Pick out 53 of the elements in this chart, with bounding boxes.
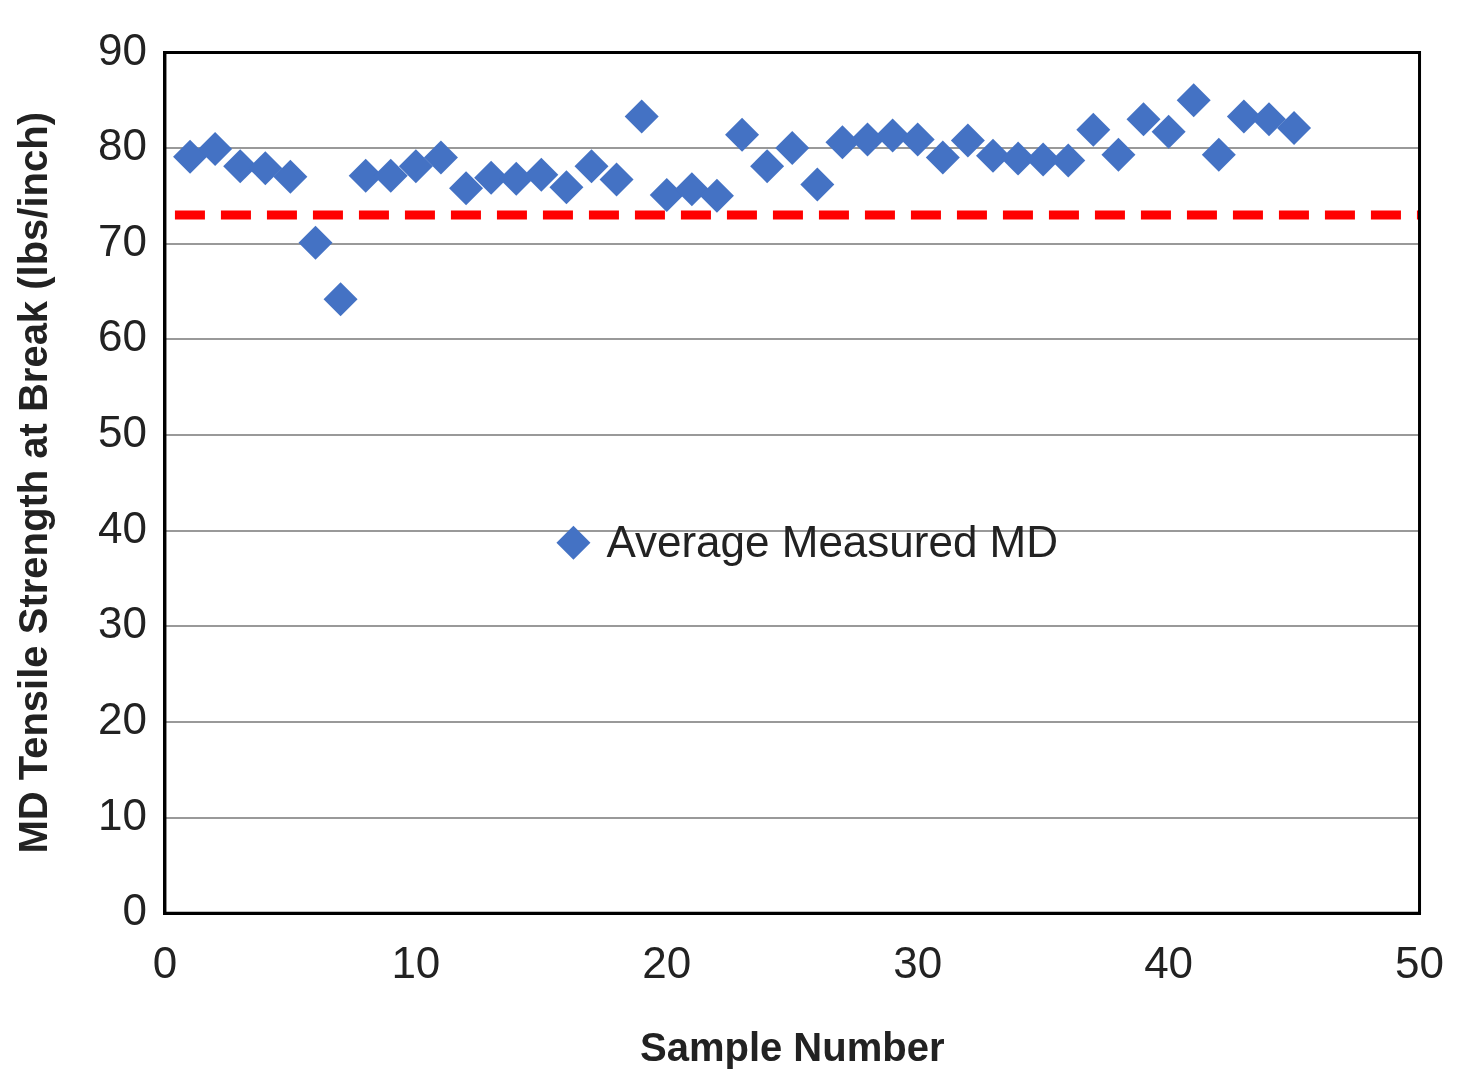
point <box>699 178 734 213</box>
x-tick-label: 10 <box>391 937 441 987</box>
point <box>750 149 785 184</box>
y-tick-label: 20 <box>97 694 147 744</box>
point <box>725 117 760 152</box>
x-tick-label: 50 <box>1395 937 1445 987</box>
point <box>1201 137 1236 172</box>
y-tick-label: 10 <box>97 789 147 839</box>
point <box>549 170 584 205</box>
y-tick-label: 60 <box>97 311 147 361</box>
point <box>173 139 208 174</box>
point <box>574 149 609 184</box>
point <box>298 225 333 260</box>
point <box>950 123 985 158</box>
point <box>198 132 233 166</box>
x-tick-label: 40 <box>1144 937 1194 987</box>
point <box>1101 137 1136 172</box>
point <box>800 167 835 202</box>
point <box>624 99 659 134</box>
x-axis-title: Sample Number <box>639 1025 945 1070</box>
point <box>925 140 960 175</box>
point <box>1151 114 1186 149</box>
y-tick-label: 40 <box>97 502 147 552</box>
point <box>1226 99 1261 134</box>
point <box>1076 112 1111 147</box>
point <box>1126 102 1161 137</box>
point <box>900 122 935 157</box>
x-tick-label: 30 <box>893 937 943 987</box>
point <box>649 177 684 212</box>
y-tick-label: 70 <box>97 215 147 265</box>
legend-label: Average Measured MD <box>606 516 1059 566</box>
point <box>449 171 484 206</box>
y-tick-label: 30 <box>97 598 147 648</box>
point <box>323 282 358 317</box>
point <box>1277 110 1312 145</box>
point <box>975 138 1010 173</box>
point <box>248 151 283 186</box>
point <box>273 159 308 194</box>
y-tick-label: 50 <box>97 407 147 457</box>
x-tick-label: 0 <box>152 937 178 987</box>
point <box>1176 83 1211 118</box>
point <box>875 118 910 153</box>
y-tick-label: 0 <box>122 885 147 935</box>
y-tick-label: 80 <box>97 120 147 170</box>
point <box>423 140 458 175</box>
point <box>524 157 559 192</box>
point <box>775 131 810 166</box>
y-axis-title: MD Tensile Strength at Break (lbs/inch) <box>11 112 56 854</box>
point <box>599 162 634 197</box>
point <box>398 149 433 184</box>
point <box>674 172 709 207</box>
y-tick-label: 90 <box>97 24 147 74</box>
x-tick-label: 20 <box>642 937 692 987</box>
